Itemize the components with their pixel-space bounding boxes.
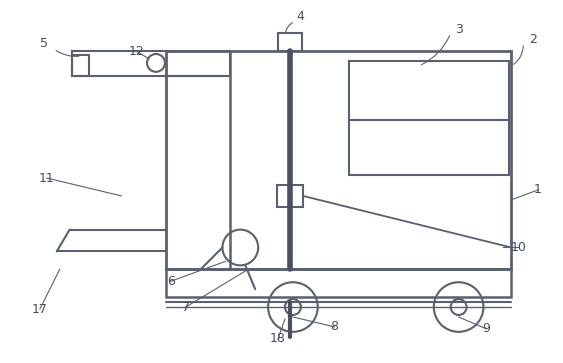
Text: 12: 12: [128, 45, 144, 57]
Bar: [350, 61, 510, 175]
Text: 11: 11: [39, 172, 55, 184]
Bar: [277, 185, 303, 207]
Bar: [166, 51, 511, 269]
Bar: [72, 51, 230, 76]
Text: 9: 9: [482, 322, 490, 335]
Text: 5: 5: [40, 37, 48, 50]
Text: 7: 7: [182, 301, 190, 314]
Text: 1: 1: [534, 183, 542, 196]
Text: 17: 17: [32, 302, 48, 315]
Text: 2: 2: [529, 33, 537, 46]
Text: 8: 8: [330, 321, 338, 333]
Text: 6: 6: [167, 275, 175, 288]
Bar: [166, 269, 511, 297]
Text: 10: 10: [510, 241, 526, 254]
Bar: [278, 33, 302, 51]
Text: 4: 4: [296, 10, 304, 23]
Bar: [72, 55, 90, 76]
Text: 18: 18: [270, 332, 286, 345]
Text: 3: 3: [455, 23, 463, 36]
